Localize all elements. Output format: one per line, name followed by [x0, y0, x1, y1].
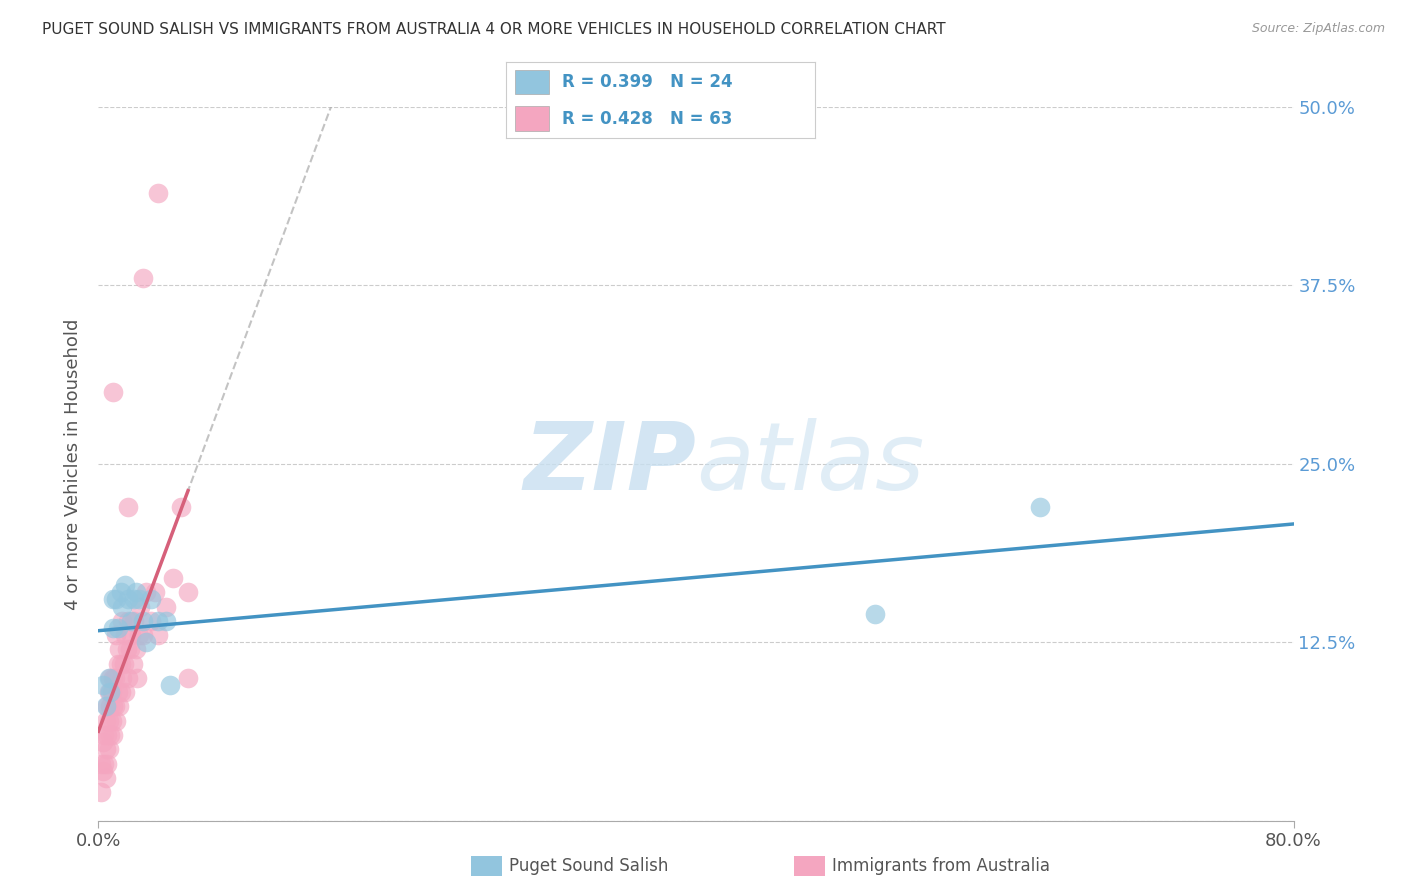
- Point: [128, 592, 150, 607]
- Text: R = 0.428   N = 63: R = 0.428 N = 63: [562, 110, 733, 128]
- Point: [177, 671, 200, 685]
- Point: [97, 742, 120, 756]
- Point: [103, 592, 125, 607]
- Point: [120, 614, 142, 628]
- Point: [111, 599, 134, 614]
- Point: [97, 671, 120, 685]
- Point: [177, 585, 200, 599]
- Y-axis label: 4 or more Vehicles in Household: 4 or more Vehicles in Household: [65, 318, 83, 609]
- Point: [96, 756, 118, 771]
- Point: [114, 685, 136, 699]
- Point: [107, 621, 129, 635]
- FancyBboxPatch shape: [516, 70, 550, 95]
- Point: [132, 628, 155, 642]
- Point: [94, 742, 117, 756]
- Point: [865, 607, 887, 621]
- Text: R = 0.399   N = 24: R = 0.399 N = 24: [562, 73, 733, 91]
- Point: [162, 571, 184, 585]
- Point: [110, 585, 132, 599]
- Text: Puget Sound Salish: Puget Sound Salish: [509, 857, 668, 875]
- Point: [103, 671, 125, 685]
- Point: [104, 699, 127, 714]
- Point: [114, 628, 136, 642]
- Point: [100, 728, 122, 742]
- Point: [139, 614, 162, 628]
- Point: [110, 685, 132, 699]
- Point: [117, 671, 139, 685]
- Point: [94, 699, 117, 714]
- Point: [159, 678, 181, 692]
- Point: [101, 714, 124, 728]
- Point: [91, 735, 114, 749]
- Point: [118, 642, 141, 657]
- Point: [108, 699, 131, 714]
- Point: [125, 642, 148, 657]
- Text: Immigrants from Australia: Immigrants from Australia: [832, 857, 1050, 875]
- Point: [107, 685, 129, 699]
- Point: [148, 614, 170, 628]
- Point: [135, 635, 157, 649]
- Point: [117, 592, 139, 607]
- Point: [128, 628, 150, 642]
- Point: [1028, 500, 1050, 514]
- Point: [120, 628, 142, 642]
- Point: [103, 385, 125, 400]
- Point: [114, 578, 136, 592]
- Point: [127, 671, 149, 685]
- Point: [132, 614, 155, 628]
- Text: ZIP: ZIP: [523, 417, 696, 510]
- Point: [90, 785, 112, 799]
- Point: [103, 699, 125, 714]
- Point: [91, 764, 114, 778]
- Point: [124, 592, 146, 607]
- Point: [169, 500, 191, 514]
- Point: [100, 671, 122, 685]
- Point: [105, 592, 128, 607]
- Point: [139, 592, 162, 607]
- Point: [115, 642, 138, 657]
- Point: [94, 771, 117, 785]
- Point: [108, 642, 131, 657]
- Point: [129, 599, 152, 614]
- Point: [148, 628, 170, 642]
- Point: [111, 671, 134, 685]
- Point: [121, 657, 143, 671]
- Point: [143, 585, 166, 599]
- Point: [105, 628, 128, 642]
- Point: [97, 714, 120, 728]
- Point: [97, 685, 120, 699]
- Point: [100, 699, 122, 714]
- Point: [103, 728, 125, 742]
- Point: [135, 585, 157, 599]
- Point: [96, 728, 118, 742]
- Point: [132, 271, 155, 285]
- Point: [103, 621, 125, 635]
- Point: [96, 699, 118, 714]
- Point: [101, 685, 124, 699]
- Point: [155, 614, 177, 628]
- Text: PUGET SOUND SALISH VS IMMIGRANTS FROM AUSTRALIA 4 OR MORE VEHICLES IN HOUSEHOLD : PUGET SOUND SALISH VS IMMIGRANTS FROM AU…: [42, 22, 946, 37]
- Point: [155, 599, 177, 614]
- Point: [117, 614, 139, 628]
- Point: [105, 714, 128, 728]
- Point: [112, 657, 135, 671]
- Text: Source: ZipAtlas.com: Source: ZipAtlas.com: [1251, 22, 1385, 36]
- Point: [111, 614, 134, 628]
- Point: [125, 585, 148, 599]
- Point: [90, 756, 112, 771]
- Point: [93, 728, 115, 742]
- Point: [104, 671, 127, 685]
- Text: atlas: atlas: [696, 418, 924, 509]
- Point: [107, 657, 129, 671]
- Point: [93, 756, 115, 771]
- Point: [110, 657, 132, 671]
- Point: [124, 614, 146, 628]
- Point: [91, 678, 114, 692]
- Point: [100, 685, 122, 699]
- Point: [94, 714, 117, 728]
- FancyBboxPatch shape: [516, 106, 550, 130]
- Point: [148, 186, 170, 200]
- Point: [117, 500, 139, 514]
